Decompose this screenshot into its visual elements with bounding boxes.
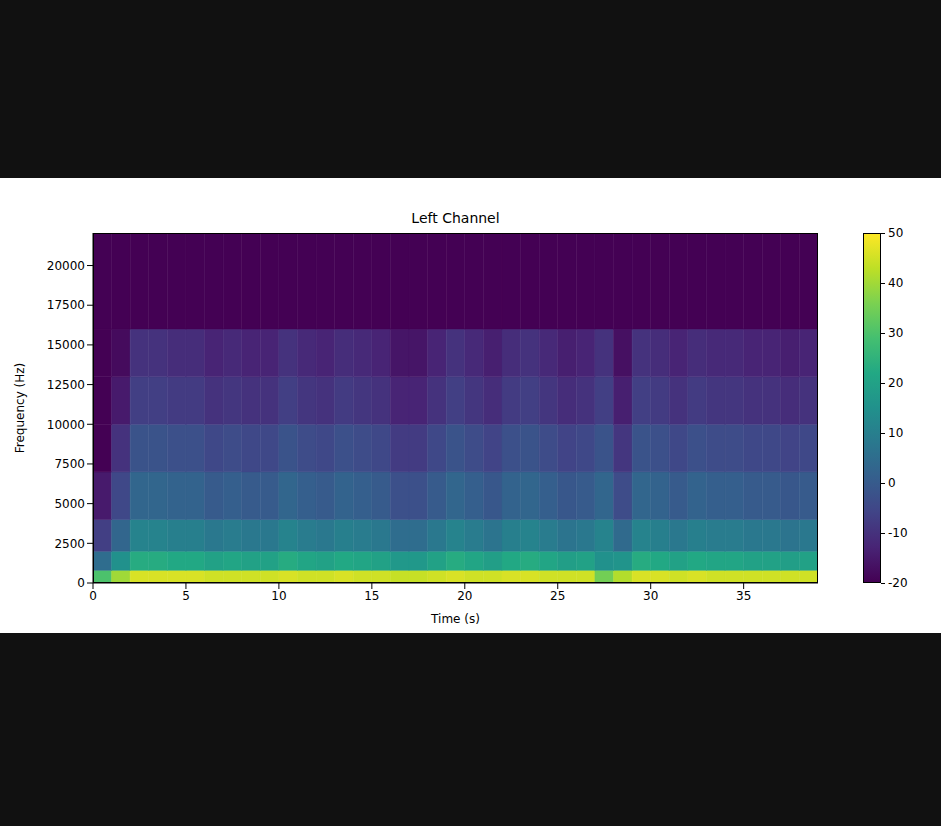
svg-text:5000: 5000 <box>54 497 85 511</box>
svg-text:30: 30 <box>643 589 658 603</box>
svg-text:35: 35 <box>736 589 751 603</box>
svg-text:12500: 12500 <box>47 378 85 392</box>
svg-text:0: 0 <box>89 589 97 603</box>
html-text:0: 0 <box>888 476 896 490</box>
svg-text:0: 0 <box>77 576 85 590</box>
html-text:20: 20 <box>888 376 904 390</box>
svg-text:Frequency (Hz): Frequency (Hz) <box>13 363 27 454</box>
svg-text:10000: 10000 <box>47 418 85 432</box>
svg-text:Time (s): Time (s) <box>430 612 480 626</box>
svg-text:20000: 20000 <box>47 259 85 273</box>
svg-text:15: 15 <box>364 589 379 603</box>
html-text:-10: -10 <box>888 526 908 540</box>
html-text:30: 30 <box>888 326 904 340</box>
svg-text:2500: 2500 <box>54 537 85 551</box>
html-text:10: 10 <box>888 426 904 440</box>
html-text:Left Channel: Left Channel <box>411 210 500 226</box>
html-text:-20: -20 <box>888 576 908 590</box>
html-text:40: 40 <box>888 276 904 290</box>
svg-text:17500: 17500 <box>47 298 85 312</box>
svg-text:25: 25 <box>550 589 565 603</box>
svg-text:15000: 15000 <box>47 338 85 352</box>
svg-text:7500: 7500 <box>54 457 85 471</box>
html-text:50: 50 <box>888 226 904 240</box>
svg-text:5: 5 <box>182 589 190 603</box>
svg-text:20: 20 <box>457 589 472 603</box>
svg-text:10: 10 <box>271 589 286 603</box>
